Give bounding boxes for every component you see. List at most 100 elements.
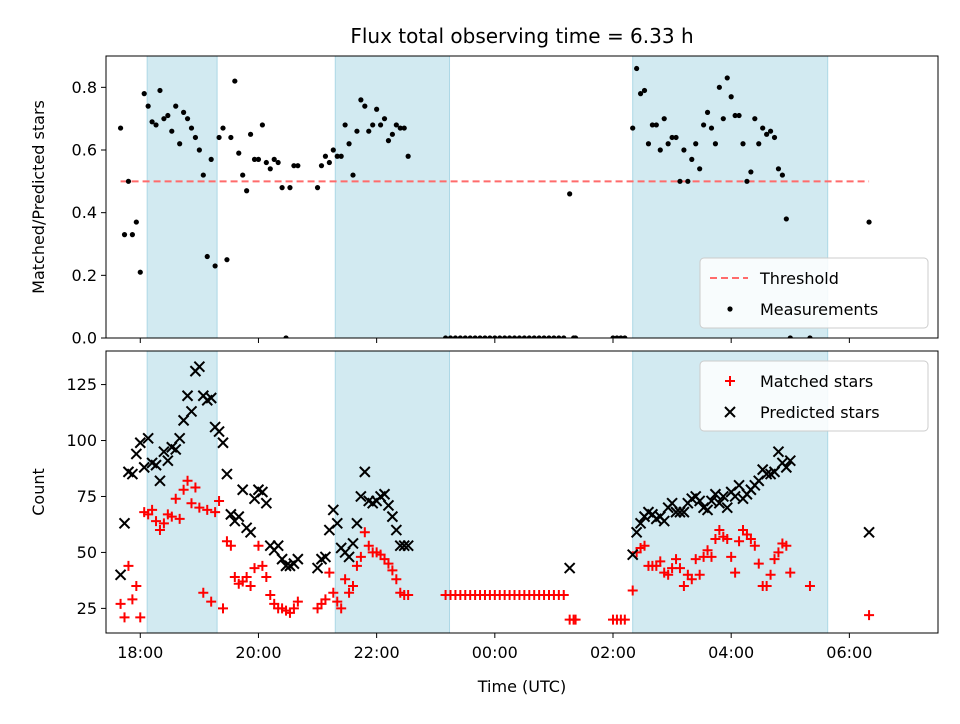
measurement-point <box>572 335 579 338</box>
measurement-point <box>165 112 171 119</box>
matched-star-point <box>332 596 343 607</box>
predicted-star-point <box>733 479 745 491</box>
matched-star-point <box>158 518 169 529</box>
measurement-point <box>756 141 762 147</box>
measurement-point <box>342 122 348 128</box>
predicted-star-point <box>382 499 395 512</box>
measurement-point <box>472 335 478 338</box>
chart-title: Flux total observing time = 6.33 h <box>350 24 693 48</box>
predicted-star-point <box>717 490 730 503</box>
predicted-star-point <box>784 454 796 467</box>
measurement-point <box>673 134 679 141</box>
measurement-point <box>447 335 454 338</box>
matched-star-point <box>678 581 689 591</box>
measurement-point <box>208 156 214 162</box>
matched-star-point <box>769 554 780 565</box>
measurement-point <box>338 153 344 159</box>
measurement-point <box>748 169 754 175</box>
predicted-star-point <box>386 510 399 523</box>
matched-star-point <box>355 551 366 562</box>
matched-star-point <box>123 560 134 571</box>
measurement-point <box>462 335 468 338</box>
measurement-point <box>618 335 624 338</box>
measurement-point <box>362 103 368 109</box>
measurement-point <box>117 125 124 131</box>
matched-star-point <box>324 567 335 578</box>
matched-star-point <box>773 547 784 558</box>
predicted-star-point <box>626 548 639 561</box>
matched-star-point <box>186 498 197 509</box>
predicted-star-point <box>142 432 154 444</box>
matched-star-point <box>261 572 272 583</box>
measurement-point <box>641 87 648 94</box>
measurement-point <box>521 335 527 338</box>
predicted-star-point <box>327 504 340 516</box>
matched-star-point <box>730 567 741 578</box>
matched-star-point <box>320 594 331 605</box>
matched-star-point <box>655 556 666 567</box>
predicted-star-point <box>359 466 371 478</box>
measurement-point <box>630 125 636 131</box>
measurement-point <box>397 125 403 131</box>
matched-star-point <box>726 551 737 562</box>
measurement-point <box>330 147 336 153</box>
matched-star-point <box>351 560 362 571</box>
predicted-star-point <box>760 468 773 480</box>
predicted-star-point <box>713 497 726 509</box>
matched-star-point <box>336 603 347 614</box>
matched-star-point <box>761 581 772 591</box>
measurement-point <box>752 116 758 122</box>
measurement-point <box>775 166 782 172</box>
axes-frame <box>105 350 939 634</box>
predicted-star-point <box>347 537 359 550</box>
x-axis-label: Time (UTC) <box>477 677 566 696</box>
matched-star-point <box>558 589 569 600</box>
x-tick-label: 06:00 <box>826 643 872 662</box>
measurement-point <box>649 122 655 128</box>
panel-count: 25 50 75 100 125 18:00 20:00 22:00 00:00 02:00 04:… <box>29 350 939 662</box>
measurement-point <box>681 147 687 153</box>
measurement-point <box>354 128 360 134</box>
measurement-point <box>153 122 159 128</box>
measurement-point <box>546 335 552 338</box>
shaded-interval <box>334 55 451 339</box>
measurement-point <box>188 125 195 131</box>
measurement-point <box>536 335 542 338</box>
measurement-point <box>736 112 742 119</box>
predicted-star-point <box>319 551 332 563</box>
measurement-point <box>291 163 297 169</box>
predicted-star-point <box>292 553 304 565</box>
measurement-point <box>295 163 301 169</box>
x-tick-label: 00:00 <box>472 643 518 662</box>
measurement-point <box>653 122 659 128</box>
matched-star-point <box>686 574 697 585</box>
matched-star-point <box>663 569 674 580</box>
matched-star-point <box>804 581 815 591</box>
legend-entry-label: Threshold <box>759 269 839 288</box>
matched-star-point <box>127 594 138 605</box>
measurement-point <box>634 65 640 72</box>
predicted-star-point <box>225 508 237 521</box>
measurement-point <box>181 109 187 115</box>
measurement-point <box>740 141 746 147</box>
x-tick-label: 22:00 <box>354 643 400 662</box>
predicted-star-point <box>658 515 670 527</box>
matched-star-point <box>359 527 370 538</box>
predicted-star-point <box>666 497 678 509</box>
predicted-star-point <box>343 551 355 563</box>
measurement-point <box>477 335 483 338</box>
matched-star-point <box>674 563 685 574</box>
measurement-point <box>247 131 254 137</box>
predicted-star-point <box>114 569 127 581</box>
measurement-point <box>701 122 707 128</box>
measurement-point <box>685 178 691 184</box>
predicted-star-point <box>177 414 190 427</box>
matched-star-point <box>710 534 721 544</box>
matched-star-point <box>765 569 776 580</box>
matched-star-point <box>198 587 209 598</box>
measurement-point <box>669 134 675 141</box>
measurement-point <box>267 166 273 172</box>
predicted-star-point <box>150 459 162 471</box>
matched-star-point <box>257 560 268 571</box>
matched-star-point <box>391 574 402 585</box>
